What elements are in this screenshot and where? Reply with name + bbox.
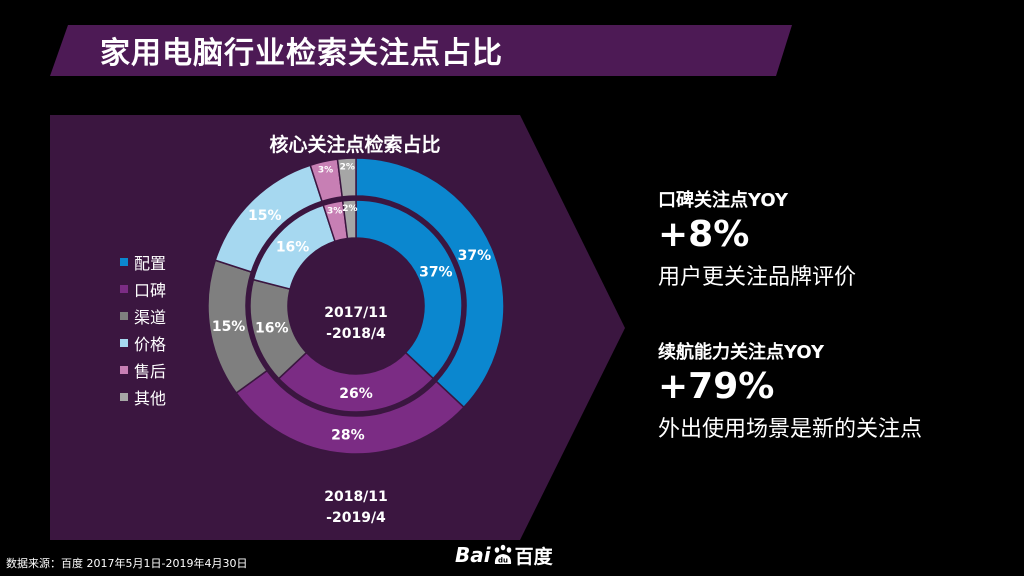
stat-value: +8% — [658, 214, 750, 255]
inner-ring-period-label: 2017/11 -2018/4 — [300, 303, 412, 345]
inner-ring-data-label-0: 37% — [419, 264, 453, 280]
page-title: 家用电脑行业检索关注点占比 — [100, 36, 503, 71]
legend-swatch — [120, 311, 128, 320]
outer-ring-period-line-1: 2018/11 — [324, 489, 388, 505]
title-band — [50, 25, 792, 76]
inner-ring-data-label-5: 2% — [342, 204, 357, 214]
baidu-logo: Bai du 百度 — [455, 540, 585, 570]
legend-item: 配置 — [120, 248, 166, 275]
chart-legend: 配置 口碑 渠道 价格 售后 其他 — [120, 248, 166, 410]
legend-swatch — [120, 338, 128, 347]
stat-label: 口碑关注点YOY — [658, 190, 789, 211]
legend-item: 其他 — [120, 383, 166, 410]
outer-ring-data-label-4: 3% — [318, 165, 333, 175]
inner-ring-slice-0 — [355, 199, 463, 380]
outer-ring-slice-5 — [336, 157, 357, 198]
outer-ring-data-label-3: 15% — [248, 208, 282, 224]
logo-text-cn: 百度 — [514, 545, 553, 568]
inner-ring-data-label-3: 16% — [276, 239, 310, 255]
inner-ring-data-label-4: 3% — [327, 206, 342, 216]
data-source-note: 数据来源：百度 2017年5月1日-2019年4月30日 — [6, 557, 248, 570]
stat-label: 续航能力关注点YOY — [658, 342, 825, 363]
inner-ring-period-line-1: 2017/11 — [324, 305, 388, 321]
legend-swatch — [120, 392, 128, 401]
legend-label: 价格 — [134, 334, 167, 354]
legend-swatch — [120, 257, 128, 266]
legend-label: 售后 — [134, 361, 167, 381]
legend-item: 价格 — [120, 329, 166, 356]
inner-ring-data-label-2: 16% — [255, 321, 289, 337]
inner-ring-slice-5 — [341, 199, 357, 240]
outer-ring-data-label-0: 37% — [458, 248, 492, 264]
legend-swatch — [120, 365, 128, 374]
legend-swatch — [120, 284, 128, 293]
legend-item: 口碑 — [120, 275, 166, 302]
inner-ring-period-line-2: -2018/4 — [326, 326, 386, 342]
stat-description: 外出使用场景是新的关注点 — [658, 417, 923, 442]
chart-title: 核心关注点检索占比 — [269, 134, 441, 156]
stat-description: 用户更关注品牌评价 — [658, 265, 857, 290]
legend-label: 其他 — [134, 388, 167, 408]
stat-value: +79% — [658, 366, 775, 407]
logo-text-latin: Bai — [455, 543, 491, 567]
legend-item: 售后 — [120, 356, 166, 383]
legend-item: 渠道 — [120, 302, 166, 329]
stat-block-reputation: 口碑关注点YOY +8% 用户更关注品牌评价 — [658, 186, 856, 291]
logo-paw-text: du — [498, 557, 508, 565]
legend-label: 渠道 — [134, 307, 167, 327]
legend-label: 口碑 — [134, 280, 167, 300]
outer-ring-data-label-5: 2% — [340, 162, 355, 172]
outer-ring-data-label-2: 15% — [212, 319, 246, 335]
inner-ring-data-label-1: 26% — [339, 386, 373, 402]
legend-label: 配置 — [134, 253, 167, 273]
paw-icon: du — [494, 544, 511, 565]
stat-block-battery: 续航能力关注点YOY +79% 外出使用场景是新的关注点 — [658, 338, 922, 443]
outer-ring-period-label: 2018/11 -2019/4 — [300, 487, 412, 529]
outer-ring-period-line-2: -2019/4 — [326, 510, 386, 526]
outer-ring-data-label-1: 28% — [331, 428, 365, 444]
